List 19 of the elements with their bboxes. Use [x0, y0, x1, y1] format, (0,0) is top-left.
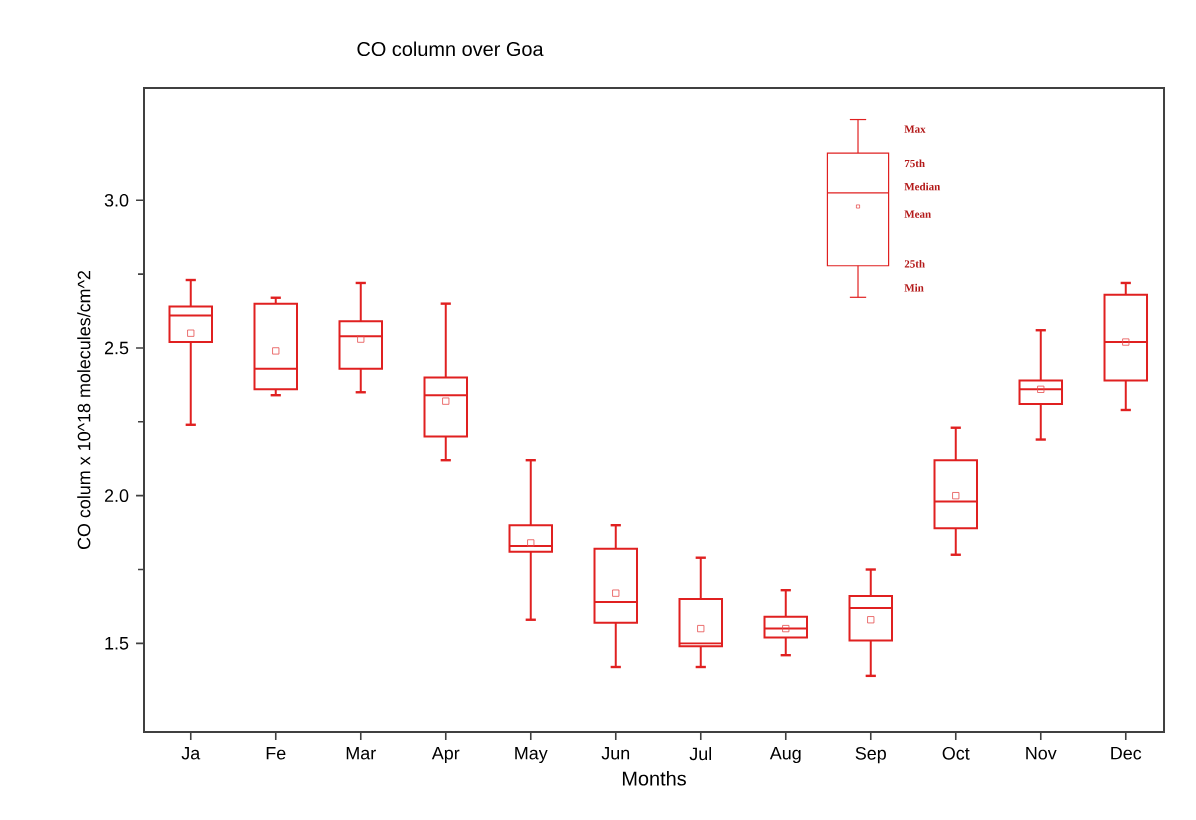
- x-tick-label: Apr: [431, 747, 460, 764]
- x-tick-label: May: [515, 747, 548, 764]
- x-tick-label: Mar: [346, 747, 376, 760]
- x-tick-label: Jul: [689, 747, 712, 761]
- x-tick-label: Aug: [769, 747, 801, 764]
- x-tick-label: Oct: [942, 747, 970, 760]
- y-tick-label: 2.0: [104, 489, 129, 503]
- x-tick-label: Sep: [855, 747, 886, 764]
- x-tick-label: Dec: [1111, 747, 1142, 760]
- x-tick-label: Nov: [1026, 747, 1057, 760]
- x-axis-title: Months: [622, 770, 686, 786]
- chart-title: CO column over Goa: [357, 41, 544, 57]
- x-tick-label: Jun: [601, 747, 630, 760]
- y-tick-label: 1.5: [105, 637, 129, 650]
- y-axis-title: CO colum x 10^18 molecules/cm^2: [77, 270, 91, 550]
- x-tick-label: Fe: [266, 747, 286, 760]
- y-tick-label: 2.5: [104, 341, 129, 355]
- x-tick-label: Ja: [181, 747, 201, 760]
- y-tick-label: 3.0: [104, 193, 129, 207]
